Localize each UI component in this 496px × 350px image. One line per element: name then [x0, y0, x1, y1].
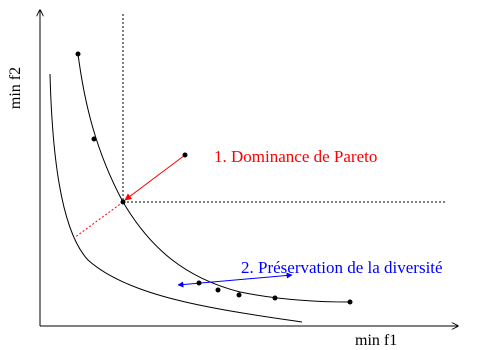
solution-point [272, 295, 278, 301]
solution-point [196, 280, 202, 286]
dominance-arrow [124, 154, 186, 201]
pareto-dominance-label: 1. Dominance de Pareto [214, 147, 377, 166]
y-axis-label: min f2 [7, 67, 24, 109]
solution-point [91, 136, 97, 142]
approximate-front-curve [77, 53, 351, 303]
solution-point [120, 199, 126, 205]
true-pareto-front-curve [49, 73, 303, 323]
projection-dashed-red [73, 201, 124, 239]
solution-point [215, 287, 221, 293]
x-axis-label: min f1 [355, 332, 397, 349]
solution-point [347, 299, 353, 305]
solution-point [182, 152, 188, 158]
diversity-preservation-label: 2. Préservation de la diversité [241, 258, 443, 277]
solution-point [75, 51, 81, 57]
solution-point [236, 292, 242, 298]
